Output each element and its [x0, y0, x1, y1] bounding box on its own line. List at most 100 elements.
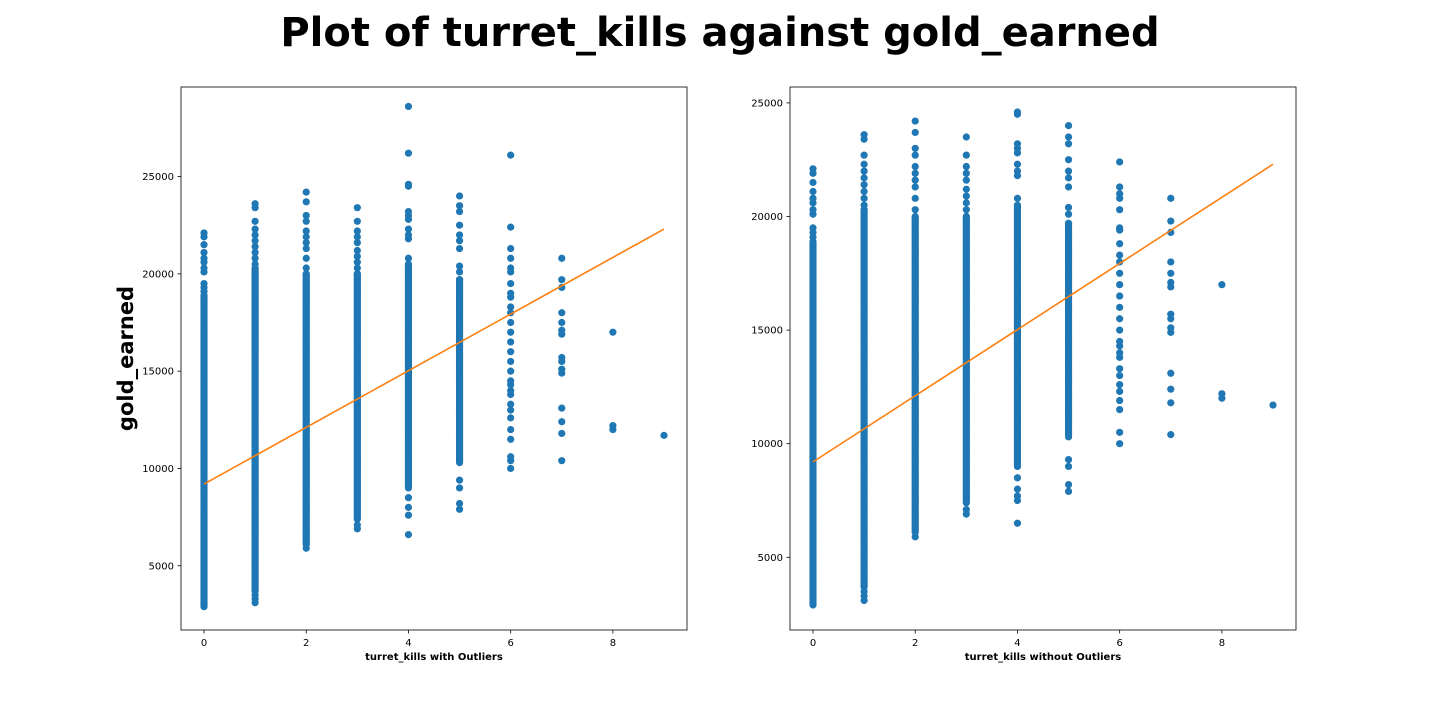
- data-point: [860, 194, 868, 202]
- data-point: [404, 207, 413, 216]
- y-tick-label: 10000: [142, 464, 174, 475]
- data-point: [353, 217, 361, 225]
- plot-frame: [180, 86, 688, 631]
- data-point: [558, 418, 566, 426]
- data-point: [911, 151, 919, 159]
- data-point: [1064, 183, 1073, 191]
- x-axis-label: turret_kills without Outliers: [965, 652, 1121, 663]
- y-tick-label: 15000: [142, 367, 174, 378]
- data-point: [507, 254, 515, 262]
- data-point: [609, 328, 617, 336]
- data-point: [404, 511, 413, 519]
- data-point: [1116, 326, 1124, 334]
- data-point: [962, 151, 970, 159]
- data-point: [1116, 349, 1124, 357]
- data-point: [809, 194, 817, 202]
- data-point: [353, 227, 361, 235]
- data-point: [1116, 251, 1124, 259]
- y-tick-label: 15000: [751, 326, 783, 337]
- data-point: [455, 505, 464, 513]
- data-point: [507, 425, 515, 434]
- data-point: [962, 199, 970, 207]
- data-point: [1064, 462, 1073, 471]
- data-point: [455, 459, 464, 467]
- fit-line: [812, 163, 1274, 463]
- data-point: [302, 254, 310, 262]
- data-point: [404, 494, 413, 502]
- data-point: [251, 231, 259, 239]
- data-point: [200, 254, 208, 262]
- data-point: [455, 476, 464, 484]
- plot-frame: [789, 86, 1297, 631]
- data-point: [507, 151, 515, 159]
- data-point: [507, 400, 515, 408]
- data-point: [302, 544, 310, 552]
- data-point: [1269, 401, 1277, 409]
- data-point: [1116, 365, 1124, 373]
- data-point: [455, 499, 464, 508]
- data-point: [1064, 140, 1073, 148]
- data-point: [302, 264, 310, 272]
- data-point: [1013, 485, 1022, 493]
- left-chart-with-outliers: 0 2 4 6 8 5000 10000 15000 20000 25000 turret_kill…: [114, 86, 688, 663]
- data-point: [860, 201, 868, 209]
- data-point: [809, 224, 817, 232]
- right-chart-without-outliers: 0 2 4 6 8 5000 10000 15000 20000 25000 turret_kill…: [751, 86, 1297, 663]
- data-point: [911, 162, 919, 171]
- data-point: [507, 453, 515, 461]
- data-point: [404, 254, 413, 262]
- data-point: [558, 365, 566, 373]
- data-point: [962, 185, 970, 193]
- data-point: [860, 131, 868, 139]
- data-point: [962, 169, 970, 177]
- data-point: [507, 414, 515, 422]
- y-tick-label: 20000: [751, 212, 783, 223]
- x-tick-label: 4: [405, 638, 411, 649]
- data-point: [507, 406, 515, 414]
- data-point: [1167, 217, 1175, 225]
- data-point: [200, 279, 208, 288]
- data-point: [251, 254, 259, 262]
- data-point: [1064, 174, 1073, 182]
- data-point: [558, 276, 566, 284]
- data-point: [962, 206, 970, 214]
- data-point: [1167, 369, 1175, 377]
- data-point: [1064, 167, 1073, 175]
- data-point: [507, 387, 515, 395]
- fit-line: [203, 228, 665, 485]
- data-point: [962, 176, 970, 184]
- data-point: [1167, 431, 1175, 439]
- data-point: [455, 244, 464, 253]
- data-point: [809, 206, 817, 214]
- data-point: [1064, 133, 1073, 141]
- data-point: [860, 167, 868, 175]
- data-point: [404, 149, 413, 157]
- data-point: [962, 505, 970, 514]
- data-point: [353, 233, 361, 241]
- data-point: [558, 429, 566, 438]
- figure-title: Plot of turret_kills against gold_earned: [280, 10, 1159, 56]
- data-point: [353, 204, 361, 212]
- data-point: [251, 248, 259, 257]
- data-point: [302, 239, 310, 247]
- data-point: [455, 268, 464, 276]
- data-point: [1064, 433, 1073, 441]
- data-point: [1116, 158, 1124, 166]
- data-point: [507, 244, 515, 253]
- data-point: [200, 248, 208, 257]
- y-tick-label: 20000: [142, 269, 174, 280]
- data-point: [251, 242, 259, 251]
- data-point: [1116, 281, 1124, 289]
- data-point: [1116, 396, 1124, 405]
- data-point: [1218, 281, 1226, 289]
- data-point: [962, 192, 970, 200]
- data-point: [404, 102, 413, 111]
- x-tick-label: 0: [201, 638, 207, 649]
- data-point: [558, 326, 566, 334]
- data-point: [404, 531, 413, 539]
- data-point: [558, 457, 566, 465]
- data-point: [911, 212, 919, 221]
- data-point: [1013, 167, 1022, 175]
- data-point: [1013, 474, 1022, 482]
- data-point: [1116, 387, 1124, 396]
